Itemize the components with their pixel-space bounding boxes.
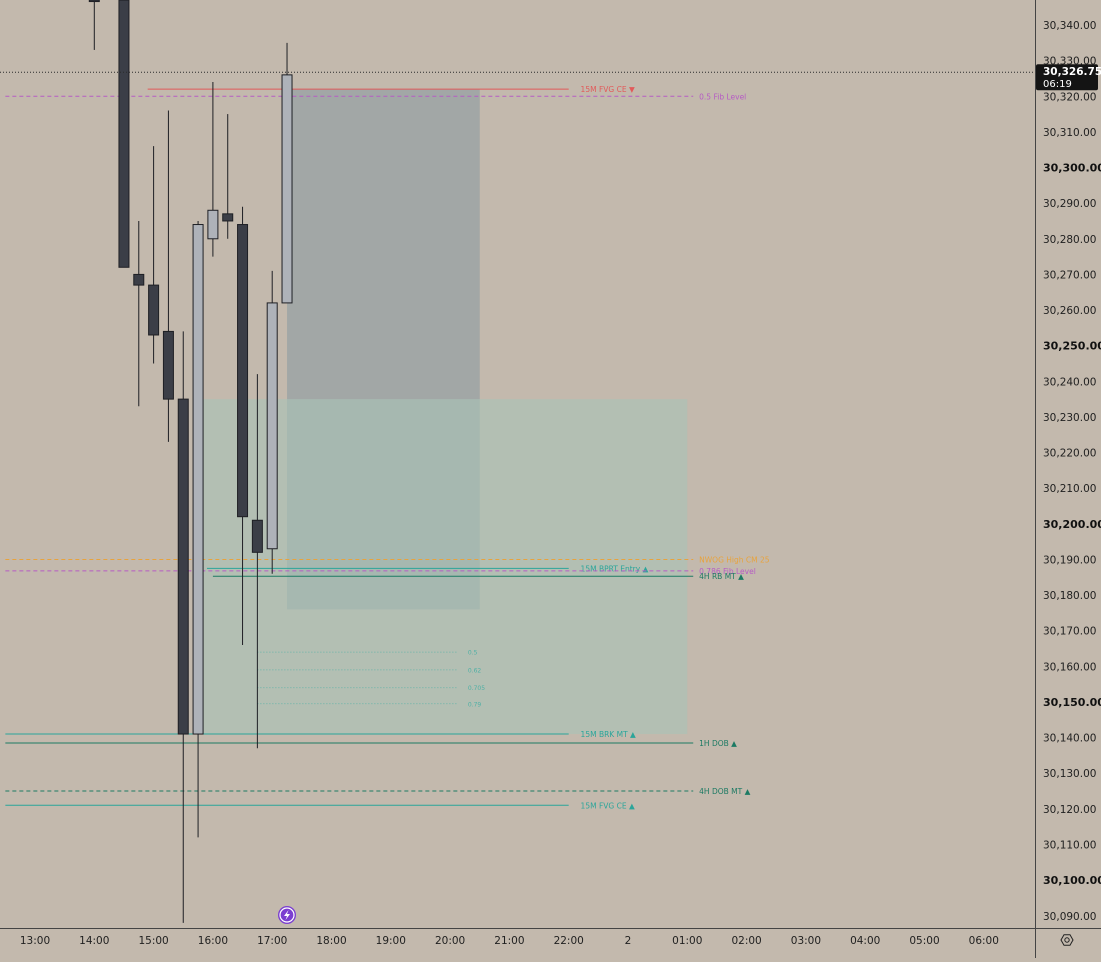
y-tick-label: 30,250.00 [1043,340,1101,353]
y-tick-label: 30,260.00 [1043,305,1096,317]
flash-icon[interactable] [278,906,296,924]
y-tick-label: 30,320.00 [1043,91,1096,103]
fib-label-0.705: 0.705 [468,685,485,692]
x-tick-label: 04:00 [850,935,880,947]
x-tick-label: 21:00 [494,935,524,947]
fib-layer: 0.5 0.62 0.705 0.79 [257,650,485,708]
x-tick-label: 13:00 [20,935,50,947]
x-tick-label: 18:00 [316,935,346,947]
price-tag-timer: 06:19 [1043,79,1072,90]
x-tick-label: 02:00 [731,935,761,947]
x-tick-label: 05:00 [909,935,939,947]
y-tick-label: 30,160.00 [1043,661,1096,673]
y-tick-label: 30,100.00 [1043,874,1101,887]
candle-body [251,519,263,553]
x-tick-label: 19:00 [376,935,406,947]
x-tick-label: 14:00 [79,935,109,947]
candle-body [118,0,130,268]
candle-body [162,330,174,400]
y-tick-label: 30,150.00 [1043,696,1101,709]
candle-body [237,224,249,518]
x-tick-label: 22:00 [554,935,584,947]
y-tick-label: 30,130.00 [1043,768,1096,780]
zones-layer [198,89,688,735]
y-tick-label: 30,230.00 [1043,412,1096,424]
y-tick-label: 30,240.00 [1043,376,1096,388]
y-tick-label: 30,310.00 [1043,127,1096,139]
level-label-nwog-high: NWOG High CM 25 [699,555,770,564]
y-tick-label: 30,340.00 [1043,20,1096,32]
level-label-fib-0786: 0.786 Fib Level [699,567,756,576]
y-tick-label: 30,200.00 [1043,518,1101,531]
x-tick-label: 20:00 [435,935,465,947]
y-axis[interactable]: 30,340.0030,330.0030,320.0030,310.0030,3… [1035,0,1101,958]
y-tick-label: 30,300.00 [1043,162,1101,175]
y-tick-label: 30,170.00 [1043,626,1096,638]
y-tick-label: 30,210.00 [1043,483,1096,495]
y-tick-label: 30,110.00 [1043,839,1096,851]
level-label-4h-rb-mt: 4H RB MT ▲ [699,572,744,581]
level-label-4h-dob-mt: 4H DOB MT ▲ [699,787,750,796]
candle-body [133,273,145,286]
x-axis[interactable]: 13:00 14:00 15:00 16:00 17:00 18:00 19:00 20:00… [0,928,1101,948]
fib-label-0.5: 0.5 [468,650,478,657]
fib-label-0.62: 0.62 [468,667,482,674]
x-tick-label: 06:00 [969,935,999,947]
x-tick-label: 03:00 [791,935,821,947]
candle-body [177,398,189,735]
y-tick-label: 30,220.00 [1043,448,1096,460]
fib-label-0.79: 0.79 [468,701,482,708]
y-tick-label: 30,180.00 [1043,590,1096,602]
x-tick-label: 2 [625,935,632,947]
long-zone [198,399,688,735]
y-tick-label: 30,190.00 [1043,554,1096,566]
candle-body [207,209,219,240]
x-tick-label: 16:00 [198,935,228,947]
levels-layer: 15M FVG CE ▼ 0.5 Fib Level NWOG High CM 25… [5,85,770,810]
price-tag-box [1036,64,1098,91]
candle-body [222,213,234,222]
level-label-15m-bprt-entry: 15M BPRT Entry ▲ [581,564,649,573]
x-tick-label: 17:00 [257,935,287,947]
candle-body [281,74,293,304]
settings-icon[interactable] [1060,934,1074,946]
y-tick-label: 30,280.00 [1043,234,1096,246]
y-tick-label: 30,140.00 [1043,733,1096,745]
candle-body [88,0,100,3]
price-tag-value: 30,326.75 [1043,66,1101,78]
y-tick-label: 30,290.00 [1043,198,1096,210]
candle-body [266,302,278,550]
x-tick-label: 01:00 [672,935,702,947]
level-label-15m-fvg-ce-bottom: 15M FVG CE ▲ [581,801,635,810]
y-tick-label: 30,090.00 [1043,911,1096,923]
candles-layer [88,0,293,923]
y-tick-label: 30,270.00 [1043,269,1096,281]
y-axis-background [1035,0,1101,928]
x-tick-label: 15:00 [138,935,168,947]
level-label-1h-dob: 1H DOB ▲ [699,739,737,748]
y-tick-label: 30,120.00 [1043,804,1096,816]
level-label-fib-05: 0.5 Fib Level [699,92,746,101]
level-label-15m-brk-mt: 15M BRK MT ▲ [581,730,636,739]
candle-body [192,224,204,735]
level-label-fvg-ce-15m-top: 15M FVG CE ▼ [581,85,635,94]
candle-body [148,284,160,336]
